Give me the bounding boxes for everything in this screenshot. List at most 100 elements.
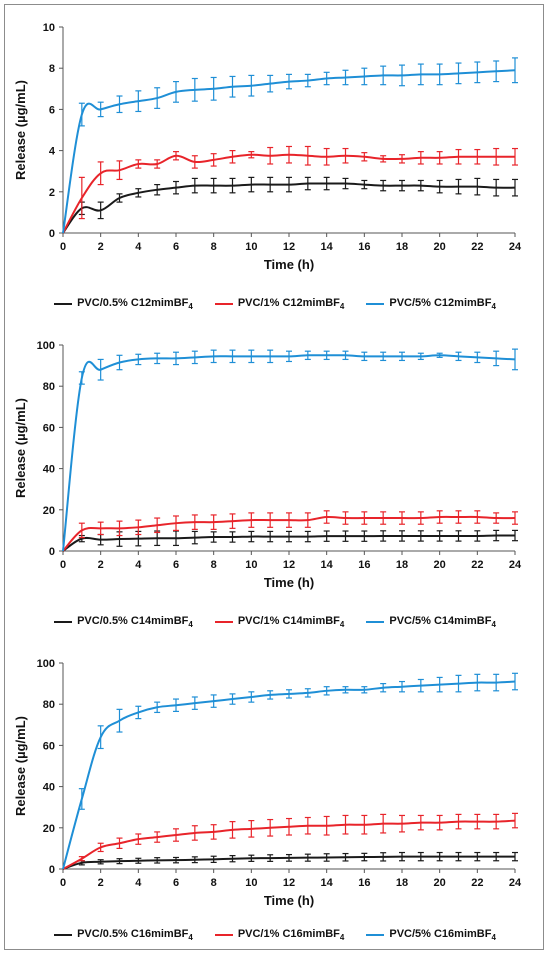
y-tick-label: 20: [43, 823, 55, 835]
legend-c16: PVC/0.5% C16mimBF4 PVC/1% C16mimBF4 PVC/5%…: [5, 925, 545, 945]
legend-label-subscript: 4: [339, 620, 345, 630]
error-bar: [399, 851, 405, 862]
error-bar: [248, 819, 255, 838]
error-bar: [493, 529, 500, 542]
error-bar: [417, 151, 424, 165]
error-bar: [342, 511, 349, 525]
error-bar: [78, 522, 85, 539]
error-bar: [323, 686, 330, 696]
error-bar: [267, 349, 274, 364]
error-bar: [380, 530, 387, 542]
error-bar: [248, 349, 255, 364]
error-bar: [78, 176, 85, 220]
y-tick-label: 80: [43, 699, 55, 711]
y-tick-label: 20: [43, 505, 55, 517]
error-bar: [493, 147, 500, 166]
x-tick-label: 10: [245, 877, 257, 889]
error-bar: [191, 825, 198, 841]
error-bar: [173, 856, 179, 864]
error-bar: [116, 520, 123, 537]
legend-swatch: [214, 621, 233, 623]
error-bar: [436, 179, 443, 194]
y-tick-label: 4: [49, 146, 56, 158]
error-bar: [512, 672, 518, 691]
legend-label: PVC/5% C16mimBF4: [389, 928, 496, 942]
error-bar: [191, 514, 198, 530]
error-bar: [399, 351, 405, 362]
error-bar: [399, 814, 405, 833]
error-bar: [267, 854, 274, 862]
error-bar: [116, 193, 123, 203]
legend-swatch: [366, 621, 385, 623]
x-tick-label: 14: [321, 241, 334, 253]
x-tick-label: 20: [434, 877, 446, 889]
error-bar: [210, 531, 217, 543]
legend-label-subscript: 4: [491, 933, 496, 943]
error-bar: [97, 201, 104, 220]
error-bar: [342, 147, 349, 164]
legend-label: PVC/1% C16mimBF4: [238, 928, 345, 942]
legend-c12: PVC/0.5% C12mimBF4 PVC/1% C12mimBF4 PVC/5%…: [5, 294, 545, 314]
error-bar: [474, 177, 481, 196]
error-bar: [342, 177, 349, 190]
error-bar: [173, 828, 179, 842]
error-bar: [191, 696, 198, 710]
error-bar: [154, 857, 161, 864]
error-bar: [304, 530, 311, 543]
y-tick-label: 100: [37, 658, 55, 670]
x-tick-label: 16: [358, 877, 370, 889]
error-bar: [267, 530, 274, 543]
error-bar: [135, 833, 142, 845]
error-bar: [304, 816, 311, 835]
series-1: [62, 812, 518, 870]
y-tick-label: 40: [43, 464, 55, 476]
x-tick-label: 10: [245, 559, 257, 571]
error-bar: [361, 814, 368, 835]
legend-swatch: [54, 303, 73, 305]
error-bar: [380, 511, 387, 525]
y-tick-label: 100: [37, 340, 55, 352]
error-bar: [210, 824, 217, 840]
x-tick-label: 0: [60, 559, 66, 571]
error-bar: [380, 179, 387, 192]
error-bar: [493, 60, 500, 83]
error-bar: [512, 529, 518, 542]
error-bar: [229, 531, 236, 543]
error-bar: [361, 686, 368, 694]
error-bar: [210, 694, 217, 708]
error-bar: [361, 852, 368, 862]
error-bar: [248, 512, 255, 528]
error-bar: [135, 857, 142, 864]
error-bar: [229, 513, 236, 529]
error-bar: [342, 530, 349, 542]
legend-item: PVC/0.5% C14mimBF4: [54, 615, 193, 629]
legend-c14: PVC/0.5% C14mimBF4 PVC/1% C14mimBF4 PVC/5%…: [5, 612, 545, 632]
legend-item: PVC/1% C14mimBF4: [214, 614, 345, 630]
error-bar: [380, 813, 387, 834]
error-bar: [116, 95, 123, 114]
legend-label-subscript: 4: [491, 620, 496, 630]
x-tick-label: 12: [283, 877, 295, 889]
error-bar: [97, 859, 104, 865]
y-tick-label: 8: [49, 63, 55, 75]
chart-panel-c16: 0 20 40 60 80 100 0 2 4 6 8 10 12 14 16 18 20 22 24 Time (h…: [5, 647, 545, 952]
error-bar: [512, 812, 518, 829]
error-bar: [512, 851, 518, 862]
x-tick-label: 12: [283, 241, 295, 253]
legend-label-text: PVC/1% C14mimBF: [237, 614, 340, 627]
error-bar: [474, 148, 481, 165]
error-bar: [286, 73, 292, 90]
error-bar: [248, 691, 255, 703]
error-bar: [417, 63, 424, 86]
error-bar: [97, 358, 104, 381]
error-bar: [512, 178, 518, 197]
legend-item: PVC/5% C12mimBF4: [366, 297, 496, 311]
error-bar: [97, 725, 104, 750]
error-bar: [455, 530, 462, 542]
error-bar: [229, 693, 236, 705]
error-bar: [248, 176, 255, 193]
error-bar: [116, 160, 123, 181]
error-bar: [248, 854, 255, 862]
error-bar: [323, 815, 330, 836]
